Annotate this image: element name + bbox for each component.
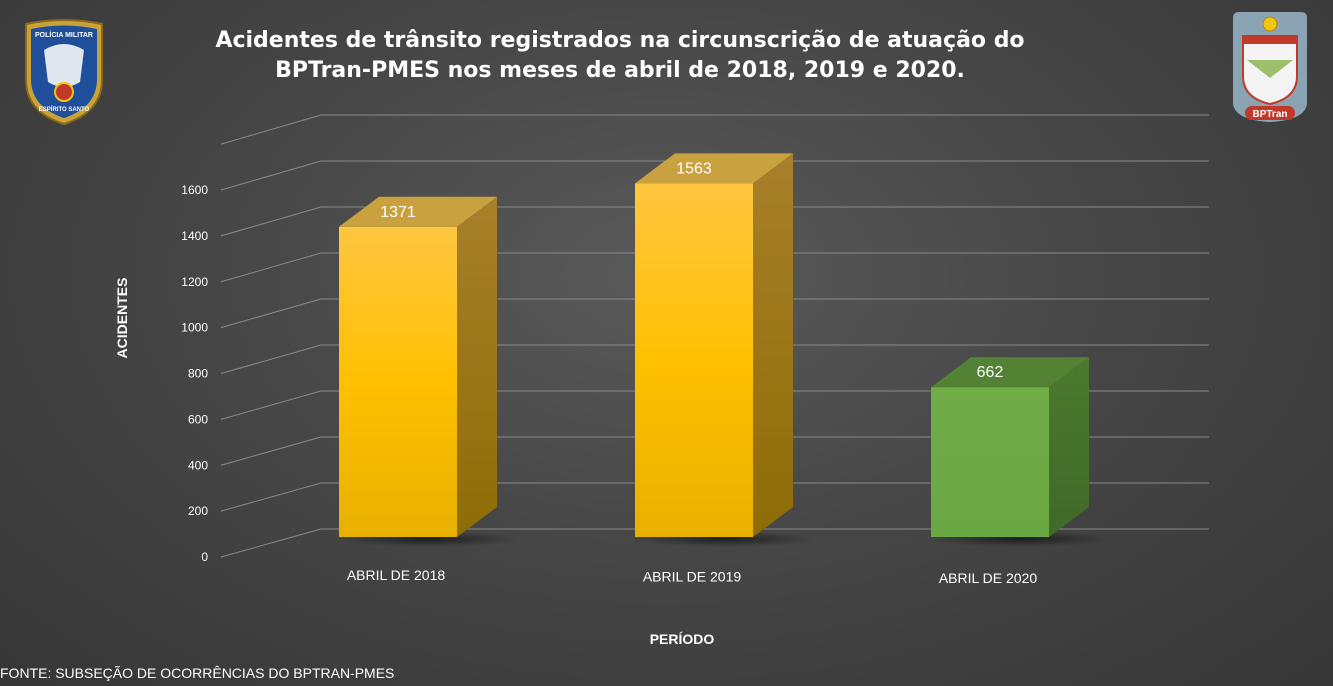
y-tick-label: 0 [201, 550, 208, 564]
bar-side [457, 196, 497, 537]
bar-3 [931, 357, 1089, 537]
bar-1 [339, 196, 497, 537]
gridline-depth [220, 114, 322, 145]
bar-2 [635, 153, 793, 537]
data-label: 662 [977, 364, 1004, 381]
y-axis-ticks: 0 200 400 600 800 1000 1200 1400 1600 [181, 183, 208, 564]
y-tick-label: 800 [188, 367, 208, 381]
bar-side [1049, 357, 1089, 537]
gridline-depth [220, 528, 322, 558]
bar-top [931, 357, 1089, 388]
gridline-depth [220, 390, 322, 420]
gridline-depth [220, 436, 322, 466]
gridline-depth [220, 482, 322, 512]
y-tick-label: 1400 [181, 229, 208, 243]
y-tick-label: 200 [188, 504, 208, 518]
y-tick-label: 1000 [181, 321, 208, 335]
bar-front [635, 183, 753, 537]
x-category-label: ABRIL DE 2018 [347, 567, 446, 583]
data-label: 1371 [380, 204, 416, 221]
x-axis-categories: ABRIL DE 2018 ABRIL DE 2019 ABRIL DE 2020 [347, 567, 1038, 586]
gridline-depth [220, 298, 322, 329]
bar-front [339, 226, 457, 537]
bar-top [339, 196, 497, 227]
bptran-logo-text: BPTran [1252, 109, 1287, 120]
gridline-depth [220, 252, 322, 283]
bar-side [753, 153, 793, 537]
bptran-emblem-icon: BPTran [1233, 12, 1307, 122]
gridline-depth [220, 206, 322, 237]
bars [339, 153, 1089, 537]
source-note: FONTE: SUBSEÇÃO DE OCORRÊNCIAS DO BPTRAN… [0, 665, 394, 681]
x-axis-title: PERÍODO [650, 631, 715, 647]
chart-title-line-1: Acidentes de trânsito registrados na cir… [215, 28, 1024, 53]
gridline-depth [220, 344, 322, 374]
chart-title-line-2: BPTran-PMES nos meses de abril de 2018, … [275, 58, 965, 83]
policia-militar-badge-icon: POLÍCIA MILITAR ESPÍRITO SANTO [25, 19, 103, 126]
y-tick-label: 400 [188, 458, 208, 472]
x-category-label: ABRIL DE 2019 [643, 569, 742, 585]
bar-front [931, 387, 1049, 537]
bar-shadows [336, 531, 1112, 547]
data-label: 1563 [676, 160, 712, 177]
y-tick-label: 600 [188, 412, 208, 426]
bar-top [635, 153, 793, 184]
y-axis-title: ACIDENTES [114, 278, 130, 359]
x-category-label: ABRIL DE 2020 [939, 570, 1038, 586]
y-tick-label: 1200 [181, 275, 208, 289]
gridline-depth [220, 160, 322, 191]
y-tick-label: 1600 [181, 183, 208, 197]
badge-text-bottom: ESPÍRITO SANTO [39, 105, 90, 113]
badge-text-top: POLÍCIA MILITAR [35, 30, 93, 39]
data-labels: 1371 1563 662 [380, 160, 1003, 381]
